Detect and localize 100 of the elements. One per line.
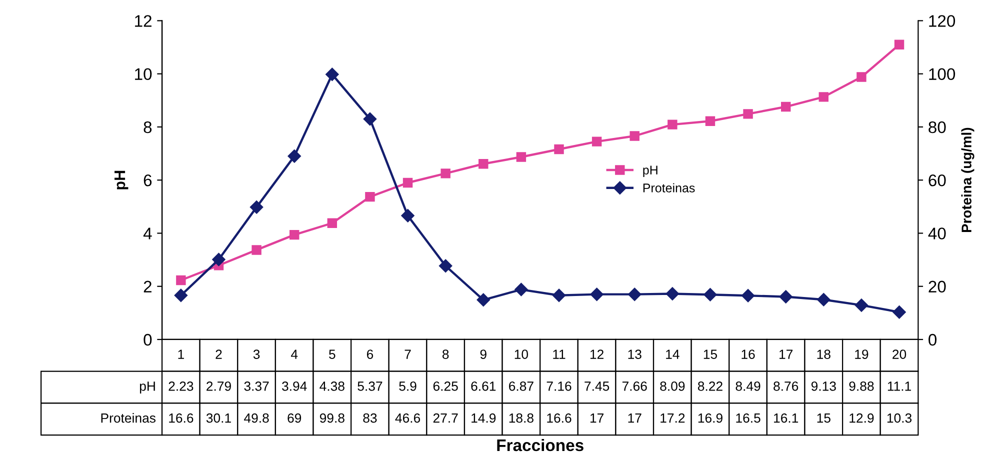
x-tick-label: 11 — [553, 350, 566, 359]
data-label: 27.7 — [433, 413, 458, 423]
y-tick-label: 0 — [144, 334, 152, 346]
data-label: 2.79 — [206, 381, 231, 391]
data-label: 17 — [590, 414, 604, 423]
point — [440, 168, 450, 178]
point — [592, 136, 602, 146]
data-label: 30.1 — [206, 413, 231, 423]
data-label: 7.66 — [622, 381, 647, 391]
y-tick-label: 10 — [135, 68, 152, 80]
point — [817, 293, 830, 306]
point — [327, 218, 338, 228]
data-label: 8.49 — [736, 381, 760, 391]
y-axis-title: pH — [114, 170, 128, 190]
point — [402, 178, 413, 188]
data-label: 46.6 — [395, 413, 420, 423]
x-tick-label: 16 — [742, 350, 755, 359]
data-label: 4.38 — [320, 381, 344, 391]
data-label: 7.45 — [584, 382, 610, 391]
y-tick-label: 6 — [144, 174, 152, 186]
point — [326, 68, 339, 81]
point — [401, 209, 414, 222]
x-tick-label: 3 — [253, 350, 260, 359]
data-label: 16.9 — [698, 413, 722, 423]
point — [365, 192, 375, 202]
x-tick-label: 14 — [666, 350, 680, 359]
y2-tick-label: 120 — [929, 15, 956, 27]
point — [516, 152, 526, 162]
point — [288, 150, 301, 163]
point — [854, 298, 868, 312]
point — [779, 290, 792, 304]
point — [476, 293, 490, 306]
x-tick-label: 13 — [628, 350, 642, 359]
x-tick-label: 20 — [892, 350, 906, 359]
x-tick-label: 5 — [329, 350, 336, 359]
point — [212, 252, 226, 266]
point — [892, 306, 906, 319]
y-tick-label: 8 — [144, 121, 152, 134]
point — [514, 282, 528, 296]
point — [705, 116, 716, 126]
y2-axis-title: Proteina (ug/ml) — [961, 128, 974, 232]
y-tick-label: 2 — [144, 280, 152, 292]
data-label: 10.3 — [887, 413, 912, 423]
point — [743, 109, 753, 119]
point — [250, 200, 264, 214]
x-tick-label: 9 — [480, 350, 486, 359]
y2-tick-label: 40 — [928, 228, 946, 240]
point — [590, 288, 604, 301]
data-label: 15 — [817, 414, 830, 423]
data-label: 69 — [288, 413, 302, 423]
x-tick-label: 10 — [514, 350, 528, 359]
data-label: 16.5 — [736, 413, 760, 423]
data-label: 12.9 — [850, 413, 874, 423]
data-label: 6.25 — [433, 381, 458, 391]
x-axis-title: Fracciones — [497, 438, 584, 452]
data-label: 49.8 — [244, 413, 269, 423]
data-label: 6.61 — [471, 381, 496, 391]
point — [666, 287, 680, 300]
data-label: 17 — [628, 414, 642, 423]
x-tick-label: 8 — [442, 350, 449, 359]
data-label: 18.8 — [509, 413, 534, 423]
point — [856, 72, 866, 82]
x-tick-label: 4 — [290, 350, 298, 359]
text: Proteinas — [101, 413, 156, 423]
data-label: 9.13 — [811, 381, 836, 391]
point — [252, 245, 262, 255]
point — [894, 40, 904, 50]
data-label: 3.94 — [282, 381, 307, 391]
data-label: 9.88 — [849, 381, 874, 391]
data-label: 7.16 — [546, 381, 572, 391]
point — [628, 288, 642, 301]
x-tick-label: 15 — [704, 350, 718, 359]
data-label: 11.1 — [888, 382, 911, 391]
data-label: 17.2 — [660, 413, 685, 423]
point — [554, 144, 564, 154]
y2-tick-label: 60 — [928, 174, 946, 186]
y2-tick-label: 80 — [928, 121, 946, 134]
data-label: 8.09 — [660, 381, 685, 391]
point — [438, 259, 452, 272]
data-label: 83 — [363, 413, 377, 423]
data-label: 16.6 — [169, 413, 194, 423]
point — [704, 288, 717, 302]
data-label: 5.37 — [358, 381, 382, 391]
data-label: 16.1 — [774, 413, 798, 423]
y2-tick-label: 100 — [929, 68, 956, 80]
y2-tick-label: 20 — [928, 280, 946, 293]
x-tick-label: 1 — [178, 350, 184, 359]
point — [478, 159, 488, 169]
point — [176, 275, 186, 286]
data-label: 5.9 — [399, 381, 416, 391]
point — [363, 112, 377, 126]
point — [174, 288, 188, 302]
data-label: 3.37 — [244, 381, 269, 391]
y-tick-label: 4 — [143, 228, 152, 240]
x-tick-label: 17 — [780, 350, 793, 359]
x-tick-label: 2 — [216, 350, 222, 359]
point — [741, 289, 755, 302]
legend-label: Proteinas — [643, 183, 695, 192]
point — [289, 230, 300, 240]
data-label: 8.22 — [698, 381, 722, 391]
